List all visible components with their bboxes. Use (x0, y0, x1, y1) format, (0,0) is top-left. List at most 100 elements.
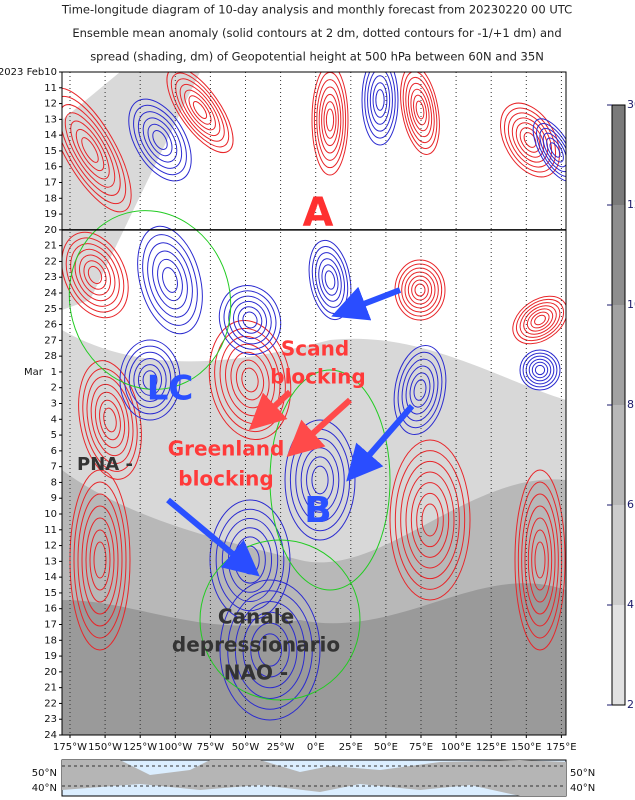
date-label: 6 (51, 446, 57, 457)
plot-area (62, 72, 566, 735)
date-label: 10 (44, 509, 57, 520)
positive-anomaly-contour (316, 79, 344, 161)
title-line: Time-longitude diagram of 10-day analysi… (61, 3, 572, 17)
positive-anomaly-contour (70, 120, 110, 180)
positive-anomaly-contour (89, 529, 111, 591)
date-label: 14 (44, 572, 57, 583)
date-label: 2023 Feb10 (0, 67, 57, 78)
arrow (286, 397, 353, 458)
date-label: 9 (51, 493, 57, 504)
date-label: 11 (44, 525, 57, 536)
positive-anomaly-contour (65, 237, 125, 313)
date-label: 17 (44, 178, 57, 189)
negative-anomaly-contour (546, 137, 564, 163)
annotation-greenland: blocking (178, 467, 273, 491)
colorbar-band (612, 305, 625, 405)
date-label: 17 (44, 620, 57, 631)
negative-anomaly-contour (228, 295, 272, 345)
longitude-label: 75°W (197, 742, 225, 753)
negative-anomaly-contour (528, 358, 552, 382)
positive-anomaly-contour (531, 529, 549, 591)
title-line: spread (shading, dm) of Geopotential hei… (90, 50, 544, 64)
positive-anomaly-contour (410, 88, 430, 132)
positive-anomaly-contour (527, 517, 553, 603)
negative-anomaly-contour (234, 601, 306, 699)
positive-anomaly-contour (405, 76, 435, 144)
date-label: 19 (44, 209, 57, 220)
date-label: 7 (51, 462, 57, 473)
negative-anomaly-contour (361, 72, 399, 146)
positive-anomaly-contour (77, 493, 123, 627)
positive-anomaly-contour (81, 137, 99, 163)
date-label: 21 (44, 683, 57, 694)
positive-anomaly-contour (411, 279, 429, 301)
negative-anomaly-contour (233, 300, 267, 340)
map-lat-label: 40°N (570, 783, 595, 794)
positive-anomaly-contour (512, 295, 566, 345)
spread-shading (62, 583, 566, 735)
negative-anomaly-contour (397, 351, 443, 429)
positive-anomaly-contour (401, 267, 439, 313)
positive-anomaly-contour (214, 327, 286, 433)
negative-anomaly-contour (525, 355, 555, 385)
negative-anomaly-contour (401, 358, 439, 422)
date-label: 11 (44, 83, 57, 94)
positive-anomaly-contour (519, 302, 561, 338)
colorbar-label: 10 (627, 298, 635, 311)
date-label: 24 (44, 730, 57, 741)
date-label: 27 (44, 335, 57, 346)
positive-anomaly-contour (511, 117, 549, 163)
positive-anomaly-contour (184, 89, 216, 131)
negative-anomaly-contour (119, 339, 181, 421)
positive-anomaly-contour (530, 311, 550, 329)
date-label: 16 (44, 162, 57, 173)
longitude-label: 75°E (409, 742, 433, 753)
positive-anomaly-contour (400, 460, 460, 580)
date-label: 16 (44, 604, 57, 615)
negative-anomaly-contour (128, 351, 172, 409)
title-line: Ensemble mean anomaly (solid contours at… (72, 26, 561, 40)
positive-anomaly-contour (78, 360, 142, 480)
date-label: 20 (44, 225, 57, 236)
longitude-label: 125°W (123, 742, 157, 753)
positive-anomaly-contour (192, 100, 208, 120)
date-label: 25 (44, 304, 57, 315)
positive-anomaly-contour (85, 517, 115, 603)
positive-anomaly-contour (70, 243, 120, 307)
positive-anomaly-contour (400, 72, 440, 155)
map-lat-label: 50°N (32, 768, 57, 779)
negative-anomaly-contour (137, 225, 203, 335)
positive-anomaly-contour (534, 314, 546, 326)
negative-anomaly-contour (219, 579, 321, 721)
positive-anomaly-contour (410, 482, 450, 558)
negative-anomaly-contour (142, 234, 198, 326)
positive-anomaly-contour (90, 383, 130, 457)
positive-anomaly-contour (526, 308, 554, 332)
longitude-label: 25°E (339, 742, 363, 753)
longitude-label: 125°E (476, 742, 506, 753)
negative-anomaly-contour (372, 82, 388, 118)
positive-anomaly-contour (179, 83, 221, 137)
negative-anomaly-contour (218, 285, 282, 355)
zero-contour (199, 539, 361, 701)
positive-anomaly-contour (515, 298, 565, 342)
positive-anomaly-contour (175, 78, 225, 142)
longitude-label: 150°W (88, 742, 122, 753)
positive-anomaly-contour (241, 367, 259, 393)
longitude-label: 0°E (307, 742, 325, 753)
positive-anomaly-contour (83, 260, 107, 290)
positive-anomaly-contour (405, 471, 455, 569)
negative-anomaly-contour (242, 311, 258, 329)
date-label: 15 (44, 588, 57, 599)
negative-anomaly-contour (152, 250, 188, 310)
arrow (248, 389, 293, 431)
positive-anomaly-contour (64, 112, 116, 188)
negative-anomaly-contour (549, 142, 561, 158)
negative-anomaly-contour (142, 117, 178, 163)
negative-anomaly-contour (128, 98, 192, 182)
date-label: 3 (51, 399, 57, 410)
longitude-label: 50°W (232, 742, 260, 753)
positive-anomaly-contour (394, 450, 466, 590)
longitude-label: 25°W (267, 742, 295, 753)
date-label: 1 (51, 367, 57, 378)
